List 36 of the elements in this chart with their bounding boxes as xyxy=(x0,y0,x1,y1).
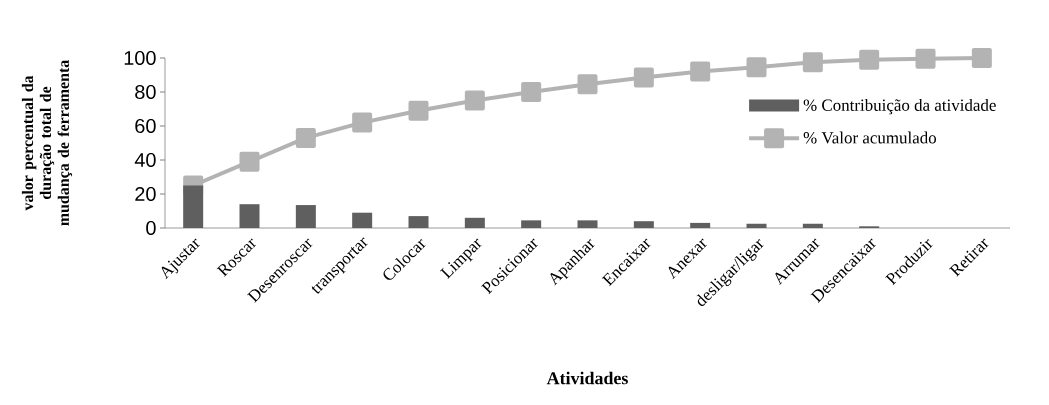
bar xyxy=(295,205,316,228)
bar xyxy=(690,222,711,228)
point xyxy=(859,49,880,70)
point xyxy=(239,151,260,172)
point xyxy=(746,57,767,78)
bar xyxy=(521,220,542,228)
bar xyxy=(633,221,654,228)
x-axis-title: Atividades xyxy=(546,371,628,385)
point xyxy=(408,100,429,121)
y-tick-label: 80 xyxy=(135,84,156,100)
y-axis-title: valor percentual da duração total de mudança de ferramenta xyxy=(21,60,73,226)
point xyxy=(352,112,373,133)
bar xyxy=(802,223,823,228)
point xyxy=(633,67,654,88)
point xyxy=(971,48,992,68)
bar xyxy=(408,216,429,228)
y-tick-label: 20 xyxy=(135,186,156,202)
point xyxy=(295,127,316,148)
bar xyxy=(746,223,767,228)
bar xyxy=(464,217,485,228)
legend-label: % Contribuição da atividade xyxy=(803,98,996,115)
legend-label: % Valor acumulado xyxy=(803,131,937,144)
y-tick-label: 100 xyxy=(124,50,156,66)
point xyxy=(577,74,598,95)
point xyxy=(521,82,542,102)
point xyxy=(464,90,485,111)
point xyxy=(915,48,936,69)
bar xyxy=(577,220,598,228)
bar xyxy=(239,204,260,228)
bar xyxy=(352,212,373,228)
y-tick-label: 40 xyxy=(134,152,156,168)
point xyxy=(802,52,823,73)
y-tick-label: 0 xyxy=(146,220,156,236)
bar xyxy=(183,185,204,228)
y-tick-label: 60 xyxy=(135,118,156,134)
point xyxy=(690,61,711,82)
